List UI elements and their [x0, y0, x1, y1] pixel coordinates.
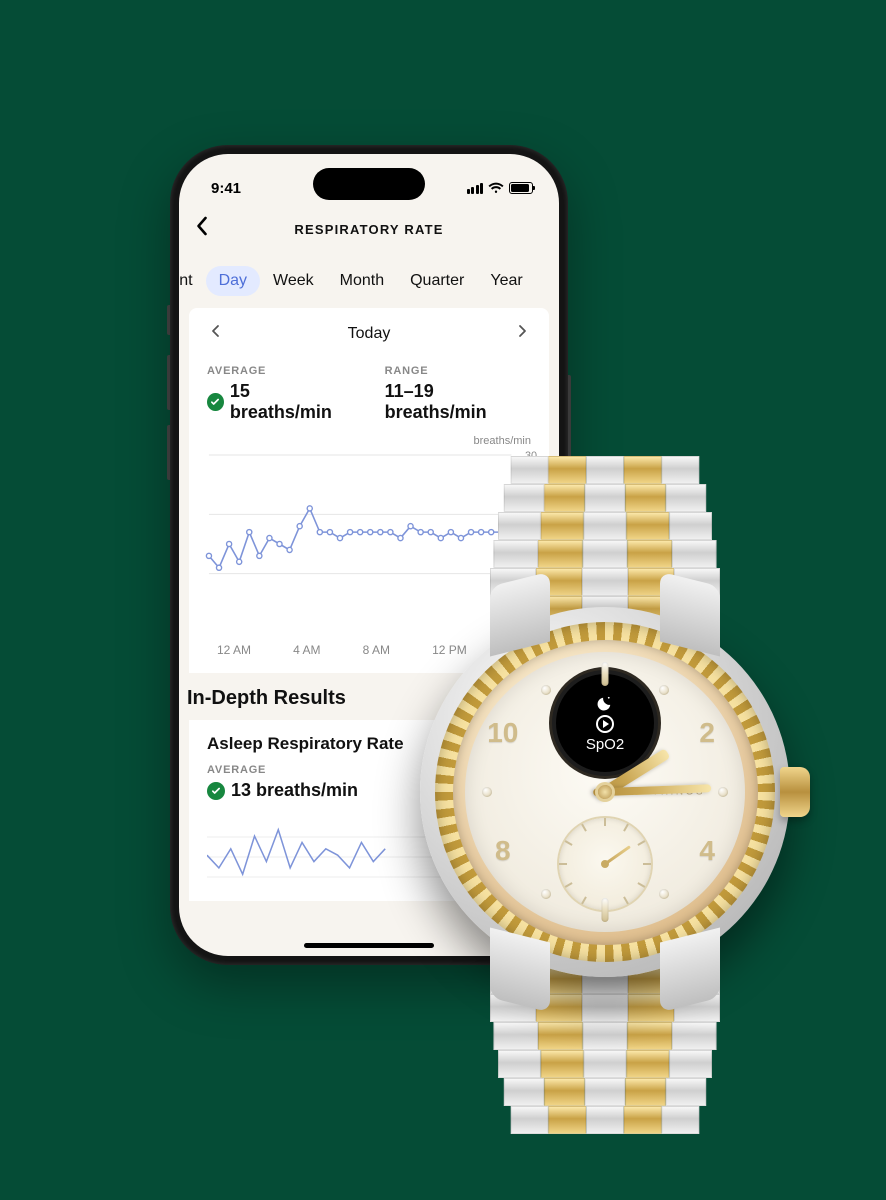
- home-indicator[interactable]: [304, 943, 434, 948]
- watch-crown[interactable]: [780, 767, 810, 817]
- app-header: RESPIRATORY RATE: [179, 206, 559, 260]
- x-axis-label: 12 AM: [217, 643, 251, 657]
- previous-day-button[interactable]: [207, 324, 223, 343]
- watch-dial: SpO2 WITHINGS 24810: [465, 652, 745, 932]
- hour-dot: [482, 787, 492, 797]
- stat-value: 15 breaths/min: [230, 381, 349, 423]
- watch-lug: [660, 572, 720, 657]
- stat-range: RANGE 11–19 breaths/min: [385, 365, 531, 423]
- cellular-signal-icon: [467, 183, 484, 194]
- spo2-label: SpO2: [586, 736, 624, 753]
- status-time: 9:41: [211, 180, 241, 197]
- watch-lug: [490, 928, 550, 1013]
- smartwatch: SpO2 WITHINGS 24810: [396, 492, 814, 1092]
- hour-numeral: 2: [699, 717, 715, 749]
- tab-year[interactable]: Year: [477, 266, 535, 296]
- date-navigator: Today: [189, 308, 549, 359]
- watch-bezel: SpO2 WITHINGS 24810: [435, 622, 775, 962]
- x-axis-label: 4 AM: [293, 643, 320, 657]
- tab-quarter[interactable]: Quarter: [397, 266, 477, 296]
- moon-icon: [596, 694, 614, 712]
- hour-dot: [541, 889, 551, 899]
- watch-digital-screen[interactable]: SpO2: [556, 674, 654, 772]
- status-check-icon: [207, 393, 224, 411]
- subdial-pin: [601, 860, 609, 868]
- tab-ment[interactable]: ment: [179, 266, 206, 296]
- phone-side-button: [167, 305, 170, 335]
- watch-case: SpO2 WITHINGS 24810: [420, 607, 790, 977]
- tab-week[interactable]: Week: [260, 266, 327, 296]
- watch-lug: [490, 572, 550, 657]
- stats-row: AVERAGE 15 breaths/min RANGE 11–19 breat…: [189, 359, 549, 427]
- play-icon: [596, 715, 614, 733]
- center-pin: [598, 785, 612, 799]
- tab-month[interactable]: Month: [327, 266, 397, 296]
- page-title: RESPIRATORY RATE: [195, 222, 543, 237]
- hour-dot: [541, 685, 551, 695]
- stat-average: AVERAGE 15 breaths/min: [207, 365, 349, 423]
- phone-side-button: [167, 425, 170, 480]
- tab-day[interactable]: Day: [206, 266, 260, 296]
- stat-label: RANGE: [385, 365, 531, 377]
- dynamic-island: [313, 168, 425, 200]
- stat-value: 11–19 breaths/min: [385, 381, 531, 423]
- hour-dot: [718, 787, 728, 797]
- chart-unit-label: breaths/min: [189, 427, 549, 449]
- phone-power-button: [568, 375, 571, 460]
- battery-icon: [509, 182, 533, 194]
- hour-baton: [602, 898, 609, 922]
- wifi-icon: [488, 182, 504, 194]
- watch-subdial: [559, 818, 651, 910]
- hour-dot: [659, 889, 669, 899]
- hour-dot: [659, 685, 669, 695]
- date-label: Today: [348, 325, 391, 343]
- stat-label: AVERAGE: [207, 365, 349, 377]
- hour-baton: [602, 662, 609, 686]
- phone-side-button: [167, 355, 170, 410]
- next-day-button[interactable]: [515, 324, 531, 343]
- status-check-icon: [207, 782, 225, 800]
- x-axis-label: 8 AM: [363, 643, 390, 657]
- hour-numeral: 4: [699, 835, 715, 867]
- hour-numeral: 10: [487, 717, 518, 749]
- stat-value: 13 breaths/min: [231, 780, 358, 801]
- time-range-tabs: mentDayWeekMonthQuarterYear: [179, 260, 559, 308]
- hour-numeral: 8: [495, 835, 511, 867]
